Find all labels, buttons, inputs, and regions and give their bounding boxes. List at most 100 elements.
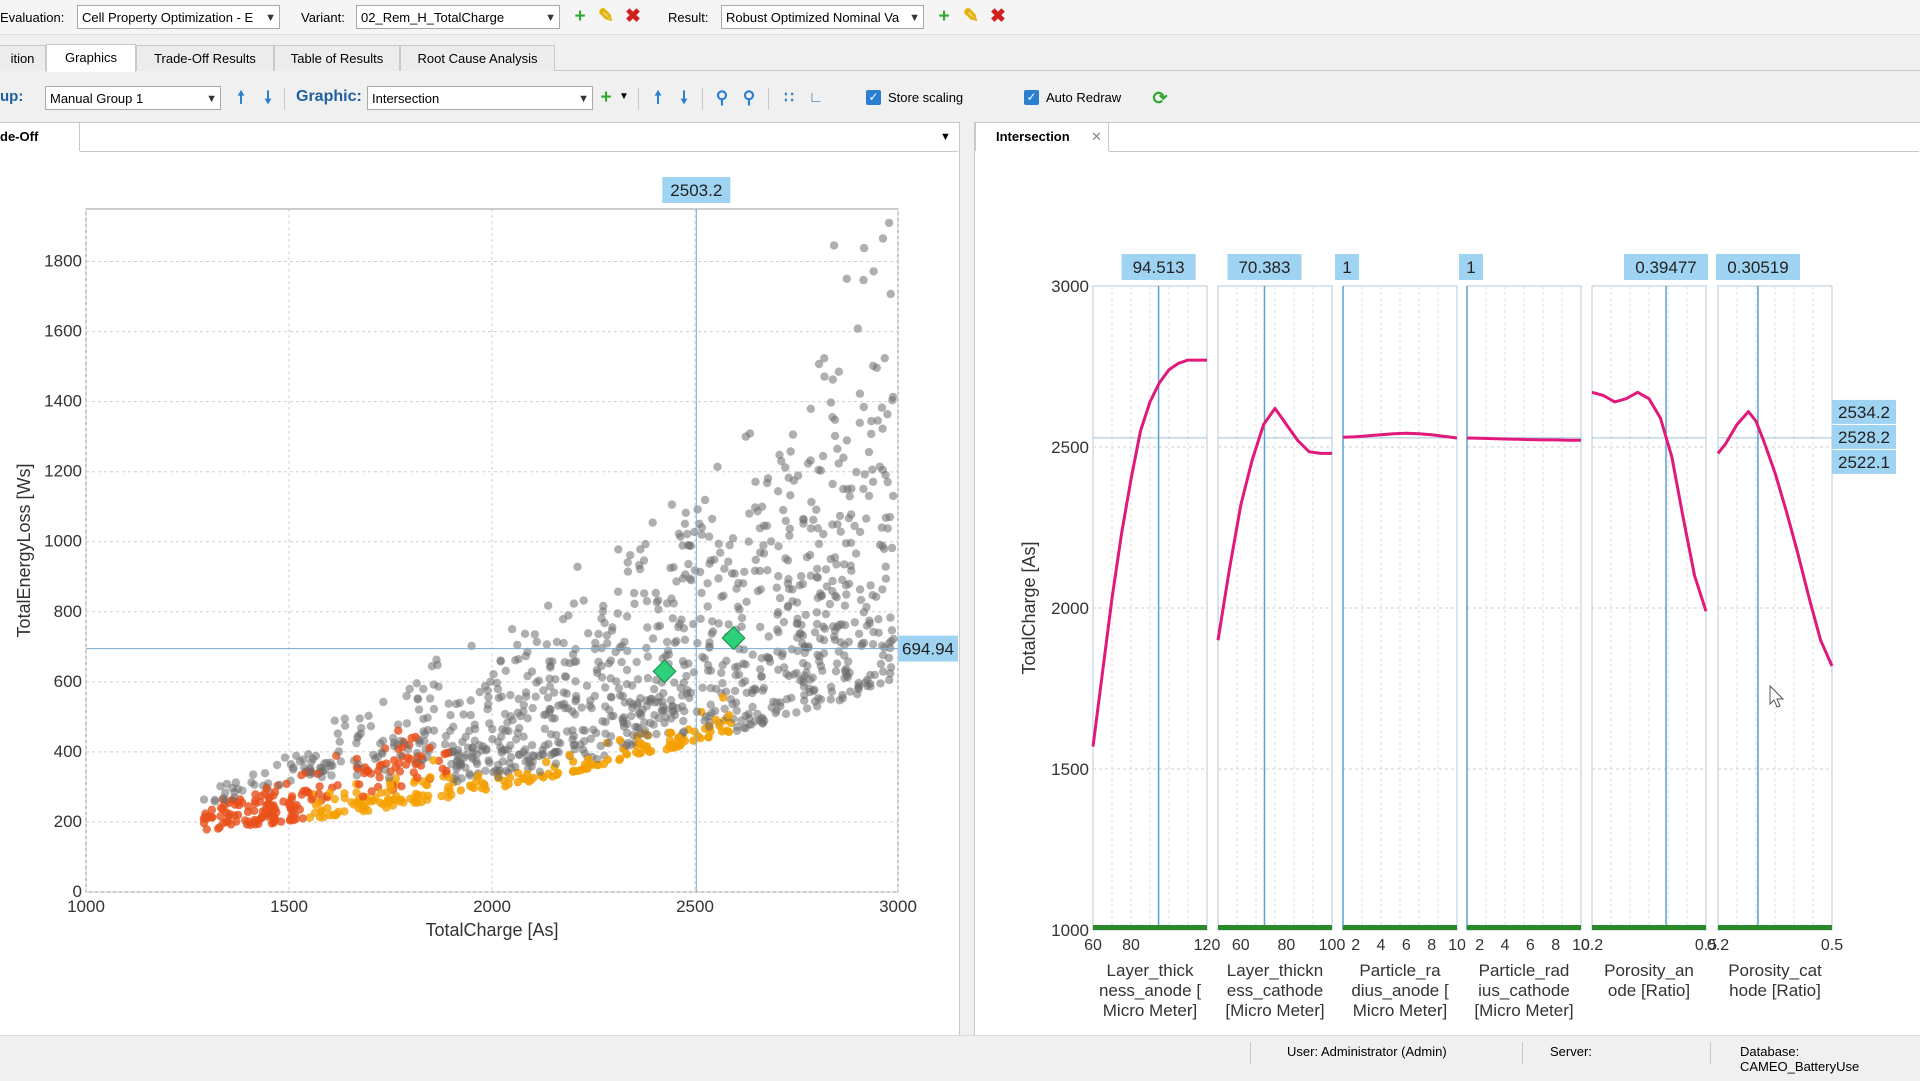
group-dropdown[interactable]: Manual Group 1 ▼ xyxy=(45,86,221,110)
add-variant-icon[interactable]: + xyxy=(574,6,586,27)
scatter-point xyxy=(714,539,723,548)
move-down-icon[interactable]: 🠗 xyxy=(264,88,272,107)
scatter-point xyxy=(213,824,223,833)
scatter-point xyxy=(872,592,881,601)
scatter-point xyxy=(756,622,765,632)
scatter-point xyxy=(840,601,850,610)
scatter-point xyxy=(855,389,865,398)
tab-table-of-results[interactable]: Table of Results xyxy=(274,45,400,71)
scatter-point xyxy=(207,813,216,822)
chevron-down-icon[interactable]: ▼ xyxy=(619,91,629,102)
scatter-point xyxy=(832,659,842,668)
scatter-point xyxy=(684,559,693,569)
zoom-reset-icon[interactable]: ⚲ xyxy=(742,88,756,107)
tab-graphics[interactable]: Graphics xyxy=(46,44,136,72)
scatter-point xyxy=(875,462,884,471)
scatter-point xyxy=(628,730,638,740)
scatter-point xyxy=(544,769,553,778)
scatter-point xyxy=(556,739,565,748)
move-up-icon[interactable]: 🠕 xyxy=(654,88,662,107)
close-icon[interactable]: ✕ xyxy=(1091,129,1102,144)
scatter-point xyxy=(413,790,423,800)
graphic-dropdown[interactable]: Intersection ▼ xyxy=(367,86,593,110)
scatter-point xyxy=(851,549,861,558)
scatter-point xyxy=(376,739,385,748)
add-graphic-icon[interactable]: + xyxy=(600,87,612,108)
scatter-point xyxy=(317,772,326,782)
x-tick-label: 120 xyxy=(1194,937,1221,954)
scatter-point xyxy=(828,375,837,384)
scatter-point xyxy=(809,515,818,524)
x-tick-label: 2500 xyxy=(676,897,714,916)
delete-variant-icon[interactable]: ✖ xyxy=(625,6,641,27)
scatter-point xyxy=(306,764,315,773)
scatter-point xyxy=(886,669,895,678)
refresh-icon[interactable]: ⟳ xyxy=(1152,88,1168,108)
graphic-value: Intersection xyxy=(372,91,440,106)
scatter-point xyxy=(758,714,767,724)
scatter-point xyxy=(493,684,503,694)
edit-result-icon[interactable]: ✎ xyxy=(963,6,979,27)
scatter-point xyxy=(845,492,854,501)
scatter-point xyxy=(812,573,821,582)
scatter-point xyxy=(340,714,349,723)
line-chart-icon[interactable]: ∟ xyxy=(808,89,824,106)
x-tick-label: 0.2 xyxy=(1707,937,1729,954)
scatter-point xyxy=(730,686,740,696)
scatter-point xyxy=(876,659,886,669)
scatter-point xyxy=(366,722,376,731)
store-scaling-checkbox[interactable]: ✓ xyxy=(866,90,881,105)
scatter-point xyxy=(507,624,517,634)
scatter-point xyxy=(577,703,586,712)
evaluation-dropdown[interactable]: Cell Property Optimization - E ▼ xyxy=(77,5,280,29)
scatter-point xyxy=(642,597,652,606)
scatter-point xyxy=(855,418,864,427)
edit-variant-icon[interactable]: ✎ xyxy=(598,6,614,27)
cursor-value-box xyxy=(1459,254,1483,280)
delete-result-icon[interactable]: ✖ xyxy=(990,6,1006,27)
scatter-point xyxy=(766,537,776,546)
scatter-point xyxy=(665,736,675,745)
scatter-point xyxy=(692,707,702,716)
scatter-point xyxy=(829,241,839,250)
scatter-point xyxy=(814,539,824,549)
result-dropdown[interactable]: Robust Optimized Nominal Va ▼ xyxy=(721,5,924,29)
move-down-icon[interactable]: 🠗 xyxy=(680,88,688,107)
scatter-point xyxy=(724,557,733,566)
panel-menu-chevron-icon[interactable]: ▼ xyxy=(940,131,951,143)
scatter-point xyxy=(643,731,652,740)
density-bar xyxy=(1592,925,1706,930)
cursor-value-label: 1 xyxy=(1466,258,1475,277)
scatter-point xyxy=(828,576,837,586)
trade-off-panel-tab[interactable]: de-Off xyxy=(0,123,80,151)
move-up-icon[interactable]: 🠕 xyxy=(237,88,245,107)
graphic-label: Graphic: xyxy=(296,88,362,105)
scatter-point xyxy=(384,773,394,782)
scatter-point xyxy=(466,710,475,720)
zoom-icon[interactable]: ⚲ xyxy=(715,88,729,107)
scatter-point xyxy=(756,665,765,674)
scatter-point xyxy=(847,566,856,575)
variant-dropdown[interactable]: 02_Rem_H_TotalCharge ▼ xyxy=(356,5,560,29)
variant-label: Variant: xyxy=(301,10,345,25)
scatter-point xyxy=(781,463,790,472)
scatter-point xyxy=(855,585,865,594)
y-tick-label: 1000 xyxy=(1051,921,1089,940)
scatter-point xyxy=(601,683,610,692)
scatter-point xyxy=(820,372,829,381)
scatter-point xyxy=(289,816,298,825)
add-result-icon[interactable]: + xyxy=(938,6,950,27)
scatter-point xyxy=(359,806,368,816)
tab-definition[interactable]: ition xyxy=(0,45,46,71)
scatter-point xyxy=(544,601,553,610)
intersection-panel-tab[interactable]: Intersection ✕ xyxy=(975,123,1109,151)
scatter-point xyxy=(279,797,288,806)
tab-trade-off-results[interactable]: Trade-Off Results xyxy=(136,45,274,71)
density-bar xyxy=(1218,925,1332,930)
scatter-point xyxy=(821,609,831,619)
scatter-point xyxy=(704,722,714,731)
tab-underline xyxy=(0,151,80,152)
scatter-chart-icon[interactable]: ∷ xyxy=(784,89,794,106)
auto-redraw-checkbox[interactable]: ✓ xyxy=(1024,90,1039,105)
tab-root-cause-analysis[interactable]: Root Cause Analysis xyxy=(400,45,555,71)
